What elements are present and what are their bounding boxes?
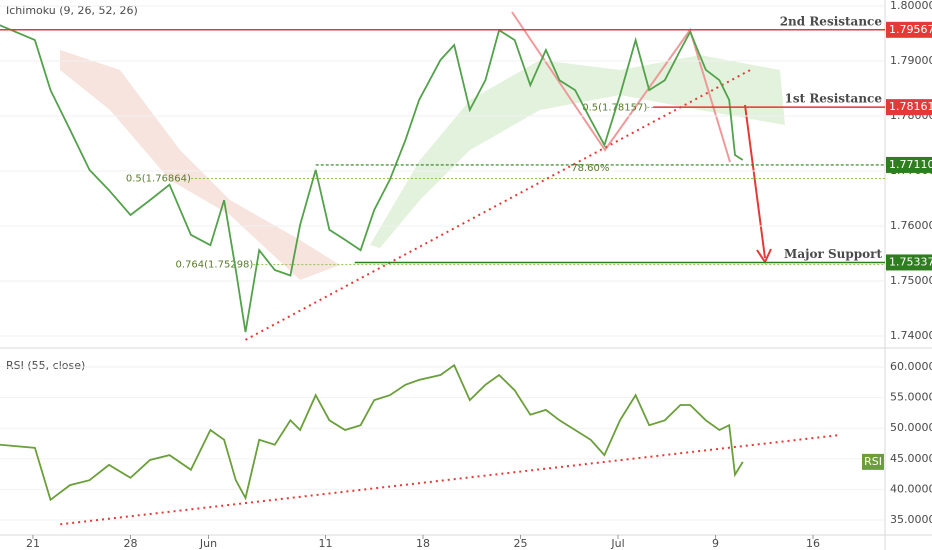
x-tick-label: 25: [514, 537, 528, 550]
y-tick-label: 40.0000: [890, 482, 932, 495]
price-line: [0, 24, 744, 333]
price-badge: [886, 254, 932, 271]
x-tick-label: Jul: [610, 537, 624, 550]
price-line: [0, 363, 744, 502]
price-badge-label: 1.75337: [889, 255, 932, 268]
price-badge: [886, 21, 932, 38]
fib-label: 0.5(1.76864): [126, 173, 191, 184]
trendline: [60, 433, 841, 526]
price-badge: [886, 156, 932, 173]
y-tick-label: 60.0000: [890, 360, 932, 373]
y-tick-label: 55.0000: [890, 391, 932, 404]
x-tick-label: 21: [26, 537, 40, 550]
y-tick-label: 1.74000: [890, 329, 932, 342]
y-tick-label: 1.79000: [890, 54, 932, 67]
pattern-arrows: [511, 11, 731, 163]
y-tick-label: 1.76000: [890, 219, 932, 232]
price-badge-label: 1.78161: [889, 100, 932, 113]
x-tick-label: 16: [806, 537, 820, 550]
y-tick-label: 45.0000: [890, 452, 932, 465]
ichimoku-cloud-bear: [60, 50, 340, 280]
price-badge: [886, 99, 932, 116]
level-name: 2nd Resistance: [780, 14, 883, 28]
x-tick-label: 9: [712, 537, 719, 550]
x-tick-label: 11: [318, 537, 332, 550]
indicator-label: RSI (55, close): [6, 359, 85, 372]
fib-label: 0.5(1.78157): [582, 102, 647, 113]
x-tick-label: Jun: [199, 537, 217, 550]
annotation: 78.60%: [571, 163, 609, 174]
y-tick-label: 1.80000: [890, 0, 932, 12]
indicator-label: Ichimoku (9, 26, 52, 26): [6, 4, 138, 17]
rsi-badge: [862, 453, 884, 470]
y-tick-label: 50.0000: [890, 421, 932, 434]
x-tick-label: 18: [416, 537, 430, 550]
y-tick-label: 1.75000: [890, 274, 932, 287]
y-tick-label: 35.0000: [890, 513, 932, 526]
fib-label: 0.764(1.75298): [176, 260, 254, 271]
rsi-badge-label: RSI: [864, 455, 882, 468]
level-name: Major Support: [784, 247, 882, 261]
price-badge-label: 1.77110: [889, 158, 932, 171]
price-badge-label: 1.79567: [889, 23, 932, 36]
level-name: 1st Resistance: [785, 92, 883, 106]
x-tick-label: 28: [123, 537, 137, 550]
